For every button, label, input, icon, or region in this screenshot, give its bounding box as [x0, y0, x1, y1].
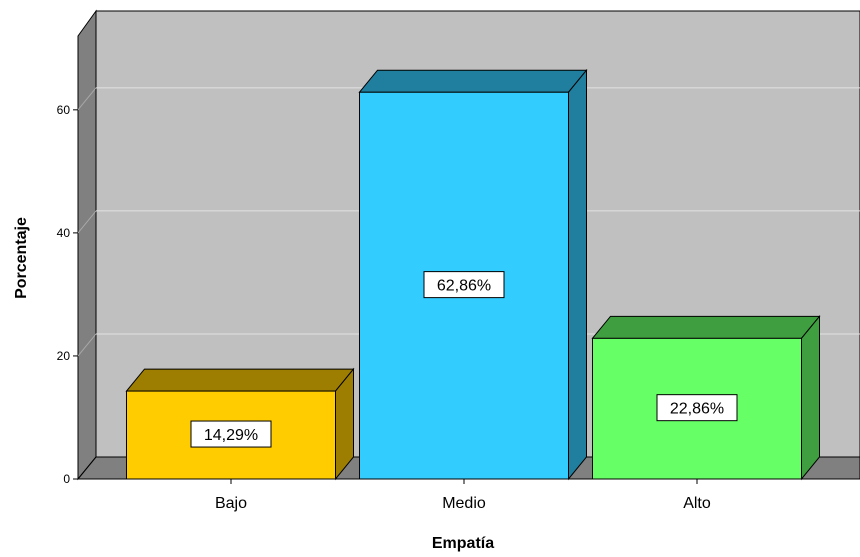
bar-top-face [125, 368, 355, 392]
y-axis-title: Porcentaje [13, 217, 30, 299]
y-tick-label: 20 [57, 349, 71, 363]
y-axis: 0 20 40 60 [57, 103, 78, 486]
y-tick-label: 60 [57, 103, 71, 117]
plot-side-wall [77, 9, 97, 481]
bar-side-face [801, 314, 820, 481]
gridline-side [77, 210, 97, 234]
x-tick-label: Alto [683, 495, 711, 512]
data-label-box [656, 394, 738, 422]
x-tick-label: Bajo [215, 495, 247, 512]
gridline-side [77, 87, 97, 111]
bar-medio: 62,86% [358, 68, 588, 481]
data-label-box [190, 420, 272, 448]
y-tick-label: 40 [57, 226, 71, 240]
x-axis-title: Empatía [432, 535, 494, 552]
bar-bajo: 14,29% [125, 367, 355, 481]
bar-alto: 22,86% [591, 314, 821, 481]
gridline-side [77, 333, 97, 357]
data-label: 62,86% [437, 278, 491, 295]
bar-top-face [358, 69, 588, 93]
data-label-box [423, 271, 505, 299]
bar-side-face [568, 68, 587, 481]
y-tick-label: 0 [63, 472, 70, 486]
x-tick-label: Medio [442, 495, 486, 512]
data-label: 14,29% [204, 427, 258, 444]
x-axis: Bajo Medio Alto [78, 478, 860, 512]
bars: 14,29% 62,86% 22,86% [125, 68, 821, 481]
bar-top-face [591, 315, 821, 339]
data-label: 22,86% [670, 401, 724, 418]
